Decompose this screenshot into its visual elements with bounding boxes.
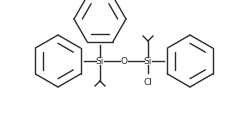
Text: Si: Si [144,57,152,66]
Text: O: O [120,57,127,66]
Text: Cl: Cl [144,78,153,87]
Text: Si: Si [96,57,104,66]
